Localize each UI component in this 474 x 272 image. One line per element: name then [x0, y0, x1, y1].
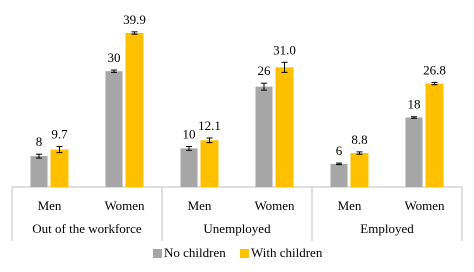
error-bar: [206, 137, 213, 144]
value-label: 18: [408, 97, 421, 112]
value-label: 26.8: [423, 62, 446, 77]
bar: [405, 117, 423, 187]
legend-label: No children: [164, 245, 226, 260]
error-bar: [411, 116, 417, 119]
error-bar: [36, 153, 42, 159]
bar: [30, 156, 48, 187]
x-tick-label: Men: [338, 198, 362, 213]
value-label: 30: [108, 50, 121, 65]
error-bar: [281, 61, 288, 73]
bar: [425, 83, 444, 187]
bar: [180, 148, 198, 187]
bar: [255, 86, 273, 187]
bar: [350, 153, 369, 187]
error-bar: [56, 145, 63, 154]
error-bar: [336, 162, 342, 166]
error-bar: [111, 69, 117, 73]
bar: [330, 163, 348, 187]
error-bar: [131, 31, 138, 35]
error-bar: [431, 81, 438, 86]
bar: [200, 140, 219, 187]
value-label: 31.0: [273, 42, 296, 57]
value-label: 10: [183, 126, 196, 141]
value-label: 12.1: [198, 118, 221, 133]
bar: [125, 33, 144, 187]
bar: [105, 71, 123, 187]
value-label: 26: [258, 63, 272, 78]
bar: [50, 149, 69, 187]
error-bar: [356, 151, 363, 155]
value-label: 6: [336, 143, 343, 158]
value-label: 8: [36, 134, 43, 149]
value-label: 39.9: [123, 12, 146, 27]
x-tick-label: Men: [38, 198, 62, 213]
x-tick-label: Men: [188, 198, 212, 213]
x-tick-label: Women: [404, 198, 445, 213]
error-bar: [261, 82, 267, 91]
value-label: 9.7: [51, 126, 68, 141]
bar: [275, 67, 294, 187]
group-label: Out of the workforce: [32, 221, 142, 236]
value-label: 8.8: [351, 132, 367, 147]
legend-label: With children: [251, 245, 323, 260]
legend-swatch: [153, 249, 162, 258]
x-tick-label: Women: [254, 198, 295, 213]
x-tick-label: Women: [104, 198, 145, 213]
error-bar: [186, 145, 192, 151]
group-label: Employed: [360, 221, 414, 236]
legend-swatch: [240, 249, 249, 258]
group-label: Unemployed: [203, 221, 271, 236]
